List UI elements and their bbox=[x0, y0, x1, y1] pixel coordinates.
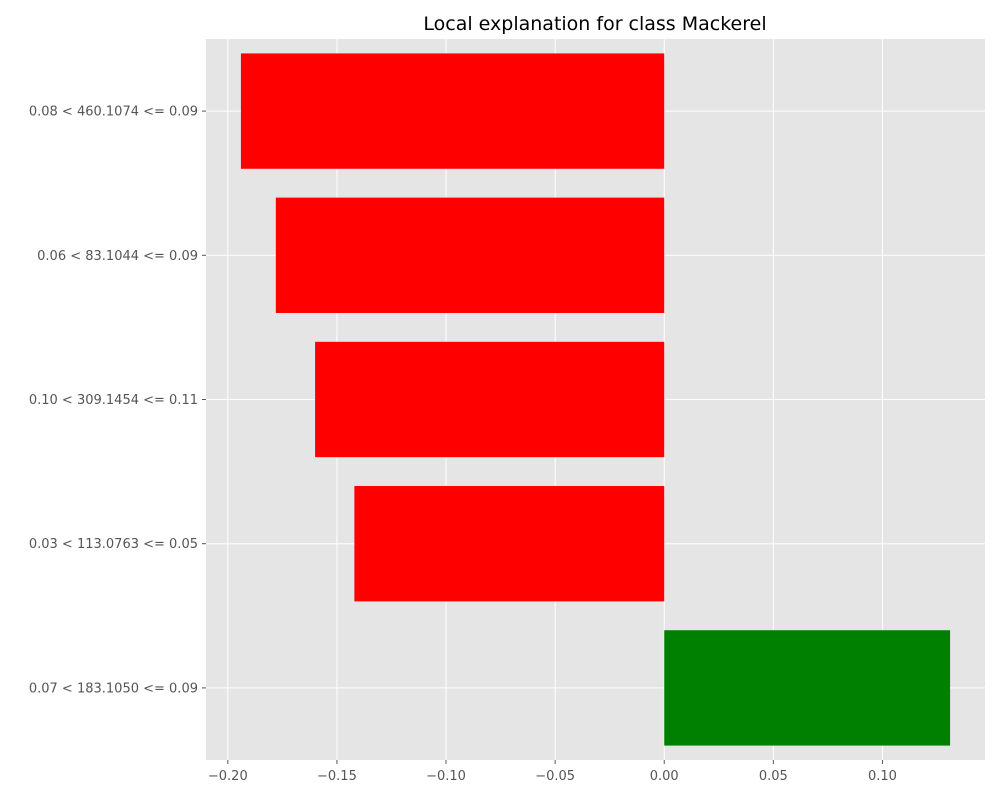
x-axis-ticks: −0.20 −0.15 −0.10 −0.05 0.00 0.05 0.10 bbox=[208, 760, 897, 784]
bar-4 bbox=[354, 486, 665, 602]
bar-2 bbox=[275, 197, 665, 313]
x-tick-label: −0.10 bbox=[426, 769, 466, 784]
y-tick-label: 0.10 < 309.1454 <= 0.11 bbox=[29, 393, 198, 408]
y-tick-label: 0.03 < 113.0763 <= 0.05 bbox=[29, 537, 198, 552]
x-tick-label: 0.10 bbox=[868, 769, 897, 784]
chart-title: Local explanation for class Mackerel bbox=[423, 13, 766, 35]
y-tick-label: 0.08 < 460.1074 <= 0.09 bbox=[29, 105, 198, 120]
x-tick-label: −0.05 bbox=[535, 769, 575, 784]
x-tick-label: 0.00 bbox=[650, 769, 679, 784]
bar-1 bbox=[240, 53, 665, 169]
bar-3 bbox=[315, 341, 665, 458]
bar-5 bbox=[664, 630, 951, 746]
y-axis-ticks: 0.08 < 460.1074 <= 0.09 0.06 < 83.1044 <=… bbox=[29, 105, 206, 696]
bars bbox=[240, 53, 951, 746]
y-tick-label: 0.06 < 83.1044 <= 0.09 bbox=[37, 249, 198, 264]
x-tick-label: −0.15 bbox=[317, 769, 357, 784]
y-tick-label: 0.07 < 183.1050 <= 0.09 bbox=[29, 681, 198, 696]
x-tick-label: 0.05 bbox=[759, 769, 788, 784]
x-tick-label: −0.20 bbox=[208, 769, 248, 784]
